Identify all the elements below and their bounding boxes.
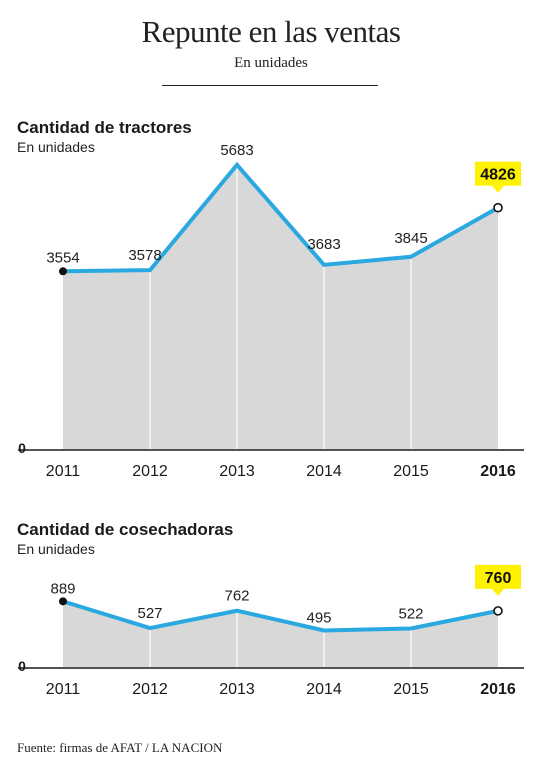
x-tick-label: 2011 bbox=[46, 463, 81, 480]
highlight-box bbox=[475, 564, 521, 589]
data-label: 3554 bbox=[46, 249, 79, 266]
y-tick-label: 0 bbox=[18, 658, 26, 674]
x-tick-label: 2016 bbox=[480, 681, 516, 698]
tractors-chart-subtitle: En unidades bbox=[17, 139, 95, 155]
y-tick-label: 0 bbox=[18, 440, 26, 456]
harvesters-chart-subtitle: En unidades bbox=[17, 541, 95, 557]
x-tick-label: 2014 bbox=[306, 463, 342, 480]
x-tick-label: 2016 bbox=[480, 463, 516, 480]
area-fill bbox=[63, 601, 498, 667]
x-tick-label: 2013 bbox=[219, 463, 255, 480]
end-point bbox=[493, 606, 503, 616]
x-tick-label: 2011 bbox=[46, 681, 81, 698]
highlight-box bbox=[475, 161, 521, 186]
start-point bbox=[59, 267, 67, 276]
x-tick-label: 2012 bbox=[132, 463, 168, 480]
data-label: 3683 bbox=[307, 236, 340, 253]
x-tick-label: 2015 bbox=[393, 463, 429, 480]
title-rule bbox=[162, 85, 378, 86]
data-label: 5683 bbox=[220, 142, 253, 159]
harvesters-chart: 0 889 527 762 495 522 760 2011 2012 2013 2014 2015 2… bbox=[18, 564, 524, 698]
highlight-label: 4826 bbox=[480, 167, 516, 184]
x-tick-label: 2013 bbox=[219, 681, 255, 698]
area-fill bbox=[63, 164, 498, 449]
x-tick-label: 2015 bbox=[393, 681, 429, 698]
data-label: 495 bbox=[306, 609, 331, 626]
highlight-label: 760 bbox=[485, 570, 512, 587]
x-tick-label: 2014 bbox=[306, 681, 342, 698]
end-point bbox=[493, 202, 503, 213]
source-note: Fuente: firmas de AFAT / LA NACION bbox=[17, 740, 223, 755]
data-label: 762 bbox=[224, 588, 249, 605]
tractors-chart: 0 3554 3578 5683 3683 3845 4826 2011 2012 2013 201… bbox=[18, 142, 524, 480]
main-subtitle: En unidades bbox=[234, 55, 308, 71]
tractors-chart-title: Cantidad de tractores bbox=[17, 118, 192, 137]
main-title: Repunte en las ventas bbox=[141, 14, 401, 49]
data-label: 527 bbox=[137, 605, 162, 622]
x-tick-label: 2012 bbox=[132, 681, 168, 698]
highlight-pointer bbox=[492, 185, 504, 193]
data-label: 3578 bbox=[128, 247, 161, 264]
series-line bbox=[62, 599, 499, 633]
data-label: 3845 bbox=[394, 230, 427, 247]
harvesters-chart-title: Cantidad de cosechadoras bbox=[17, 520, 234, 539]
data-label: 522 bbox=[398, 605, 423, 622]
series-line bbox=[62, 161, 499, 274]
highlight-pointer bbox=[492, 588, 504, 596]
data-label: 889 bbox=[50, 580, 75, 597]
start-point bbox=[59, 597, 67, 606]
